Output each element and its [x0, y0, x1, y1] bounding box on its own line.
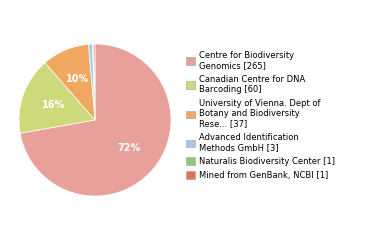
- Legend: Centre for Biodiversity
Genomics [265], Canadian Centre for DNA
Barcoding [60], : Centre for Biodiversity Genomics [265], …: [185, 49, 337, 181]
- Wedge shape: [92, 44, 95, 120]
- Text: 72%: 72%: [117, 143, 140, 153]
- Wedge shape: [94, 44, 95, 120]
- Wedge shape: [20, 44, 171, 196]
- Wedge shape: [89, 44, 95, 120]
- Text: 10%: 10%: [66, 74, 89, 84]
- Wedge shape: [45, 44, 95, 120]
- Text: 16%: 16%: [42, 100, 65, 110]
- Wedge shape: [19, 63, 95, 133]
